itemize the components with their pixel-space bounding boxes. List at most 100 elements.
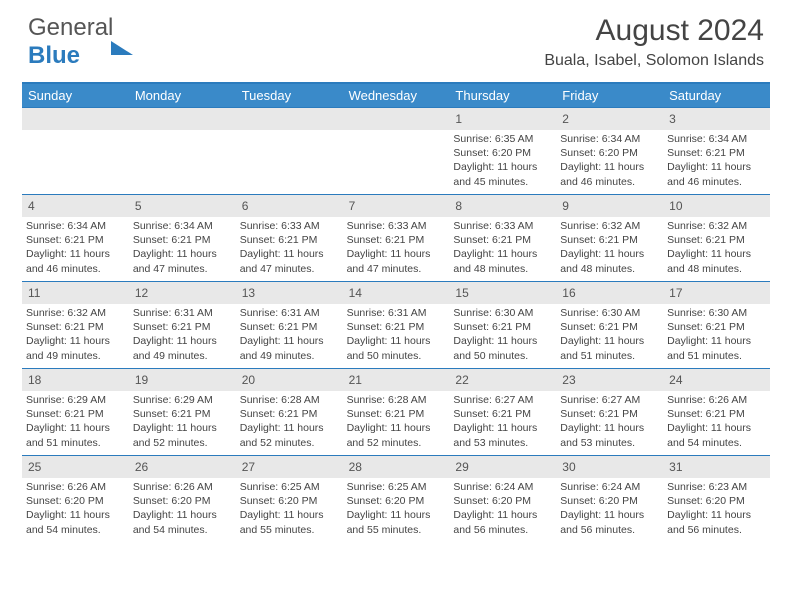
day-number: 12 bbox=[135, 286, 148, 300]
sunset-text: Sunset: 6:21 PM bbox=[133, 407, 232, 421]
day-number-row: 26 bbox=[129, 456, 236, 478]
sunset-text: Sunset: 6:20 PM bbox=[560, 146, 659, 160]
day-cell: 18 Sunrise: 6:29 AMSunset: 6:21 PMDayligh… bbox=[22, 369, 129, 455]
daylight-text: Daylight: 11 hours and 51 minutes. bbox=[560, 334, 659, 362]
day-number: 27 bbox=[242, 460, 255, 474]
day-number: 9 bbox=[562, 199, 569, 213]
sunrise-text: Sunrise: 6:25 AM bbox=[240, 480, 339, 494]
sunset-text: Sunset: 6:21 PM bbox=[26, 407, 125, 421]
day-number: 30 bbox=[562, 460, 575, 474]
sunset-text: Sunset: 6:21 PM bbox=[453, 233, 552, 247]
day-info: Sunrise: 6:34 AMSunset: 6:21 PMDaylight:… bbox=[667, 132, 766, 189]
daylight-text: Daylight: 11 hours and 46 minutes. bbox=[560, 160, 659, 188]
day-number: 26 bbox=[135, 460, 148, 474]
day-info: Sunrise: 6:29 AMSunset: 6:21 PMDaylight:… bbox=[133, 393, 232, 450]
daylight-text: Daylight: 11 hours and 47 minutes. bbox=[240, 247, 339, 275]
day-number: 24 bbox=[669, 373, 682, 387]
day-number: 18 bbox=[28, 373, 41, 387]
sunrise-text: Sunrise: 6:34 AM bbox=[667, 132, 766, 146]
day-header: Monday bbox=[129, 84, 236, 107]
daylight-text: Daylight: 11 hours and 49 minutes. bbox=[133, 334, 232, 362]
day-info: Sunrise: 6:26 AMSunset: 6:20 PMDaylight:… bbox=[133, 480, 232, 537]
sunrise-text: Sunrise: 6:29 AM bbox=[26, 393, 125, 407]
day-number-row: 4 bbox=[22, 195, 129, 217]
day-cell: 10Sunrise: 6:32 AMSunset: 6:21 PMDayligh… bbox=[663, 195, 770, 281]
day-number-row: 17 bbox=[663, 282, 770, 304]
week-row: 11 Sunrise: 6:32 AMSunset: 6:21 PMDayligh… bbox=[22, 281, 770, 368]
daylight-text: Daylight: 11 hours and 48 minutes. bbox=[667, 247, 766, 275]
day-number: 4 bbox=[28, 199, 35, 213]
day-info: Sunrise: 6:31 AMSunset: 6:21 PMDaylight:… bbox=[347, 306, 446, 363]
sunset-text: Sunset: 6:21 PM bbox=[667, 320, 766, 334]
day-number: 5 bbox=[135, 199, 142, 213]
day-cell bbox=[129, 108, 236, 194]
sunrise-text: Sunrise: 6:34 AM bbox=[133, 219, 232, 233]
day-info: Sunrise: 6:35 AMSunset: 6:20 PMDaylight:… bbox=[453, 132, 552, 189]
sunrise-text: Sunrise: 6:32 AM bbox=[560, 219, 659, 233]
day-number-row: 12 bbox=[129, 282, 236, 304]
daylight-text: Daylight: 11 hours and 52 minutes. bbox=[133, 421, 232, 449]
day-number: 25 bbox=[28, 460, 41, 474]
day-number-row: 13 bbox=[236, 282, 343, 304]
day-number: 31 bbox=[669, 460, 682, 474]
sunrise-text: Sunrise: 6:32 AM bbox=[667, 219, 766, 233]
day-number-row: 22 bbox=[449, 369, 556, 391]
day-number-row: 18 bbox=[22, 369, 129, 391]
day-number-row: 19 bbox=[129, 369, 236, 391]
day-number: 21 bbox=[349, 373, 362, 387]
day-number-row: 8 bbox=[449, 195, 556, 217]
sunset-text: Sunset: 6:20 PM bbox=[667, 494, 766, 508]
day-cell: 25Sunrise: 6:26 AMSunset: 6:20 PMDayligh… bbox=[22, 456, 129, 542]
day-cell: 3Sunrise: 6:34 AMSunset: 6:21 PMDaylight… bbox=[663, 108, 770, 194]
sunset-text: Sunset: 6:21 PM bbox=[667, 233, 766, 247]
sunrise-text: Sunrise: 6:28 AM bbox=[240, 393, 339, 407]
sunset-text: Sunset: 6:21 PM bbox=[667, 146, 766, 160]
day-header: Thursday bbox=[449, 84, 556, 107]
daylight-text: Daylight: 11 hours and 55 minutes. bbox=[240, 508, 339, 536]
day-cell bbox=[22, 108, 129, 194]
day-number-row: 2 bbox=[556, 108, 663, 130]
day-cell: 30Sunrise: 6:24 AMSunset: 6:20 PMDayligh… bbox=[556, 456, 663, 542]
sunrise-text: Sunrise: 6:27 AM bbox=[560, 393, 659, 407]
day-info: Sunrise: 6:27 AMSunset: 6:21 PMDaylight:… bbox=[560, 393, 659, 450]
sunset-text: Sunset: 6:21 PM bbox=[240, 233, 339, 247]
sunrise-text: Sunrise: 6:31 AM bbox=[240, 306, 339, 320]
day-number: 17 bbox=[669, 286, 682, 300]
day-header-row: Sunday Monday Tuesday Wednesday Thursday… bbox=[22, 84, 770, 107]
week-row: 1Sunrise: 6:35 AMSunset: 6:20 PMDaylight… bbox=[22, 107, 770, 194]
day-number-row: 31 bbox=[663, 456, 770, 478]
daylight-text: Daylight: 11 hours and 48 minutes. bbox=[453, 247, 552, 275]
day-cell: 23Sunrise: 6:27 AMSunset: 6:21 PMDayligh… bbox=[556, 369, 663, 455]
daylight-text: Daylight: 11 hours and 53 minutes. bbox=[560, 421, 659, 449]
sunset-text: Sunset: 6:21 PM bbox=[347, 407, 446, 421]
daylight-text: Daylight: 11 hours and 47 minutes. bbox=[133, 247, 232, 275]
daylight-text: Daylight: 11 hours and 45 minutes. bbox=[453, 160, 552, 188]
day-number-row: 3 bbox=[663, 108, 770, 130]
sunset-text: Sunset: 6:20 PM bbox=[133, 494, 232, 508]
day-info: Sunrise: 6:31 AMSunset: 6:21 PMDaylight:… bbox=[133, 306, 232, 363]
day-info: Sunrise: 6:32 AMSunset: 6:21 PMDaylight:… bbox=[26, 306, 125, 363]
header: General Blue August 2024 Buala, Isabel, … bbox=[0, 0, 792, 76]
day-cell: 5 Sunrise: 6:34 AMSunset: 6:21 PMDaylight… bbox=[129, 195, 236, 281]
day-info: Sunrise: 6:34 AMSunset: 6:21 PMDaylight:… bbox=[133, 219, 232, 276]
sunrise-text: Sunrise: 6:26 AM bbox=[26, 480, 125, 494]
day-cell: 20Sunrise: 6:28 AMSunset: 6:21 PMDayligh… bbox=[236, 369, 343, 455]
sunrise-text: Sunrise: 6:28 AM bbox=[347, 393, 446, 407]
day-number-row bbox=[129, 108, 236, 130]
sunrise-text: Sunrise: 6:31 AM bbox=[347, 306, 446, 320]
day-cell: 21Sunrise: 6:28 AMSunset: 6:21 PMDayligh… bbox=[343, 369, 450, 455]
day-info: Sunrise: 6:30 AMSunset: 6:21 PMDaylight:… bbox=[453, 306, 552, 363]
day-cell: 26 Sunrise: 6:26 AMSunset: 6:20 PMDayligh… bbox=[129, 456, 236, 542]
daylight-text: Daylight: 11 hours and 51 minutes. bbox=[26, 421, 125, 449]
daylight-text: Daylight: 11 hours and 56 minutes. bbox=[560, 508, 659, 536]
day-info: Sunrise: 6:34 AMSunset: 6:21 PMDaylight:… bbox=[26, 219, 125, 276]
day-number: 11 bbox=[28, 286, 40, 300]
day-info: Sunrise: 6:34 AMSunset: 6:20 PMDaylight:… bbox=[560, 132, 659, 189]
logo-word1: General bbox=[28, 14, 113, 41]
day-info: Sunrise: 6:33 AMSunset: 6:21 PMDaylight:… bbox=[347, 219, 446, 276]
sunrise-text: Sunrise: 6:23 AM bbox=[667, 480, 766, 494]
sunrise-text: Sunrise: 6:27 AM bbox=[453, 393, 552, 407]
day-header: Saturday bbox=[663, 84, 770, 107]
day-number-row bbox=[22, 108, 129, 130]
day-number: 16 bbox=[562, 286, 575, 300]
